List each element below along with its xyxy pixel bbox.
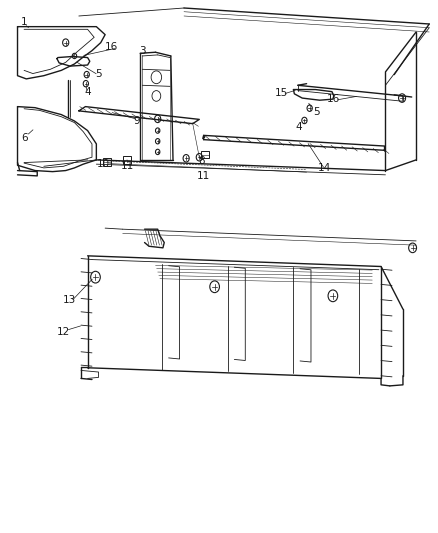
Text: 14: 14 (318, 164, 331, 173)
Text: 8: 8 (198, 157, 205, 166)
Text: 15: 15 (275, 88, 288, 98)
Text: 4: 4 (295, 122, 302, 132)
Text: 11: 11 (120, 161, 134, 171)
Bar (123, 156, 131, 164)
Bar (201, 151, 209, 158)
Text: 5: 5 (313, 107, 320, 117)
Text: 10: 10 (96, 159, 110, 169)
Text: 4: 4 (84, 87, 91, 96)
Text: 13: 13 (63, 295, 76, 305)
Text: 1: 1 (21, 18, 28, 27)
Bar (103, 158, 111, 166)
Text: 5: 5 (95, 69, 102, 78)
Text: 6: 6 (21, 133, 28, 142)
Text: 9: 9 (133, 116, 140, 126)
Text: 3: 3 (139, 46, 146, 55)
Text: 16: 16 (327, 94, 340, 104)
Text: 16: 16 (105, 42, 118, 52)
Text: 11: 11 (197, 171, 210, 181)
Text: 12: 12 (57, 327, 70, 336)
